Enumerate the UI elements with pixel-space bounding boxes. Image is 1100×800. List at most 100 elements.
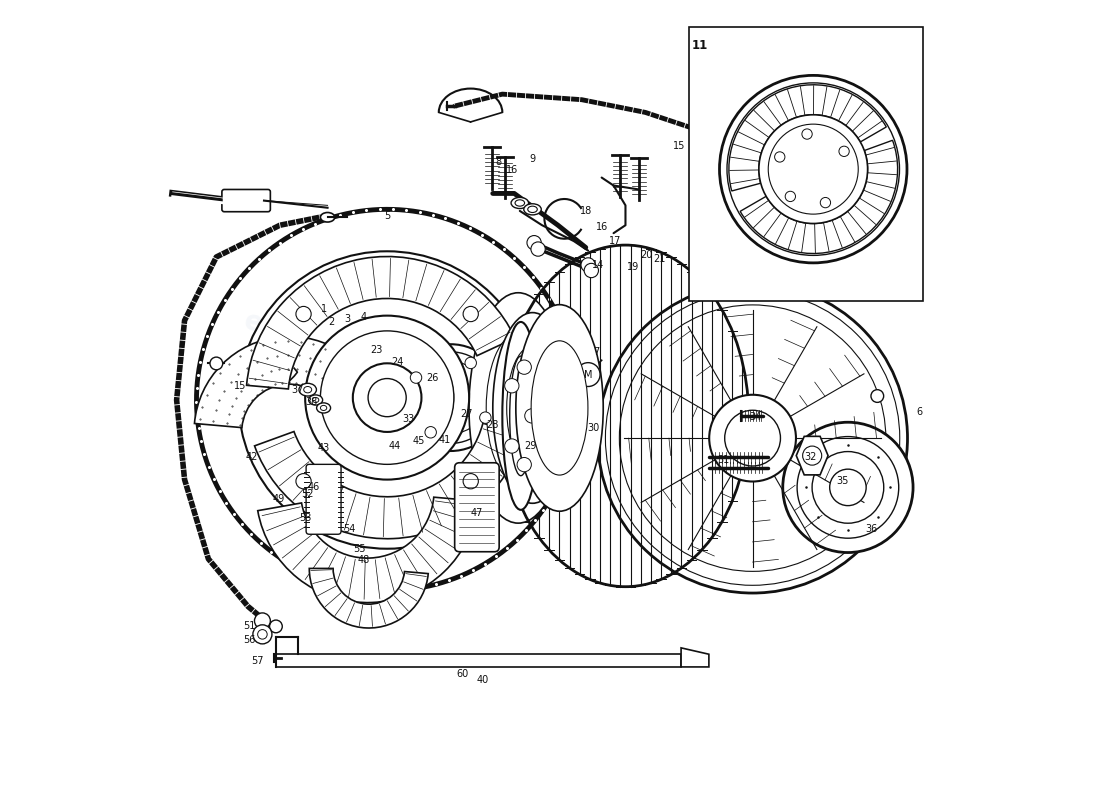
Text: 27: 27 [460,410,473,419]
Circle shape [768,124,858,214]
Text: 4: 4 [360,311,366,322]
Circle shape [893,234,906,247]
Circle shape [759,114,868,223]
Ellipse shape [469,293,568,523]
Text: 55: 55 [353,544,365,554]
Circle shape [463,306,478,322]
Ellipse shape [312,398,319,402]
Circle shape [355,358,436,438]
Text: 9: 9 [529,154,536,164]
Text: 19: 19 [627,262,639,271]
Text: 30: 30 [587,423,600,433]
Text: 3: 3 [344,314,351,324]
Text: 11: 11 [692,38,707,51]
Circle shape [527,235,541,250]
Circle shape [210,357,222,370]
Circle shape [463,474,478,489]
Ellipse shape [515,333,579,483]
Polygon shape [796,436,828,475]
Wedge shape [257,497,478,602]
FancyBboxPatch shape [306,464,341,534]
Circle shape [821,198,830,208]
Ellipse shape [320,406,327,410]
Text: 20: 20 [640,250,653,260]
Text: 23: 23 [371,345,383,355]
Circle shape [576,362,601,386]
Text: 40: 40 [476,674,488,685]
Text: 51: 51 [243,622,256,631]
Circle shape [270,620,283,633]
Ellipse shape [509,356,532,476]
Text: eurosparts: eurosparts [662,451,835,508]
Circle shape [405,352,496,443]
Ellipse shape [524,204,541,215]
Text: M: M [584,370,593,379]
Circle shape [812,451,883,523]
Circle shape [353,363,421,432]
Circle shape [337,339,453,456]
Text: 26: 26 [426,373,439,382]
Text: 32: 32 [804,452,817,462]
Circle shape [239,251,536,549]
Text: 14: 14 [592,260,604,270]
Circle shape [425,426,437,438]
Circle shape [296,474,311,489]
Circle shape [710,394,796,482]
Ellipse shape [493,313,572,503]
Text: 7: 7 [593,347,600,358]
Text: 52: 52 [301,489,314,498]
Circle shape [397,344,504,451]
Text: 28: 28 [486,421,499,430]
Circle shape [525,409,539,423]
Circle shape [350,352,441,443]
Text: 36: 36 [866,524,878,534]
Circle shape [829,469,866,506]
Circle shape [719,75,907,263]
Wedge shape [729,85,887,191]
Circle shape [871,390,883,402]
Text: eurosparts: eurosparts [438,404,662,476]
Circle shape [597,283,908,593]
Text: 18: 18 [580,206,592,216]
Circle shape [584,263,598,278]
Circle shape [343,346,447,449]
Text: 15: 15 [234,381,246,390]
Text: 17: 17 [609,236,622,246]
Text: 16: 16 [595,222,608,232]
Text: 46: 46 [307,482,319,492]
Circle shape [581,258,595,272]
Text: 21: 21 [653,254,666,263]
Text: 47: 47 [471,508,483,518]
Ellipse shape [320,213,334,222]
Text: 2: 2 [329,317,334,327]
Bar [276,654,681,667]
Circle shape [296,306,311,322]
Ellipse shape [516,305,603,511]
Text: 1: 1 [320,304,327,314]
Circle shape [415,362,487,434]
Ellipse shape [512,198,529,209]
Text: 24: 24 [392,357,404,367]
Text: 34: 34 [749,413,761,422]
Circle shape [257,630,267,639]
Bar [689,26,923,301]
Text: 43: 43 [318,442,330,453]
Polygon shape [681,648,708,667]
Text: 16: 16 [506,165,518,174]
Circle shape [254,613,271,629]
Text: 31: 31 [717,454,729,465]
FancyBboxPatch shape [454,462,499,552]
Circle shape [803,446,822,465]
Wedge shape [309,569,428,628]
Circle shape [531,242,546,256]
Text: 48: 48 [358,555,370,566]
Circle shape [783,422,913,553]
Ellipse shape [531,341,587,475]
Text: 6: 6 [916,407,923,417]
Ellipse shape [299,383,317,396]
Text: 49: 49 [272,494,285,504]
Text: 44: 44 [389,441,402,451]
FancyBboxPatch shape [222,190,271,212]
Circle shape [802,129,812,139]
Text: 5: 5 [384,210,390,221]
